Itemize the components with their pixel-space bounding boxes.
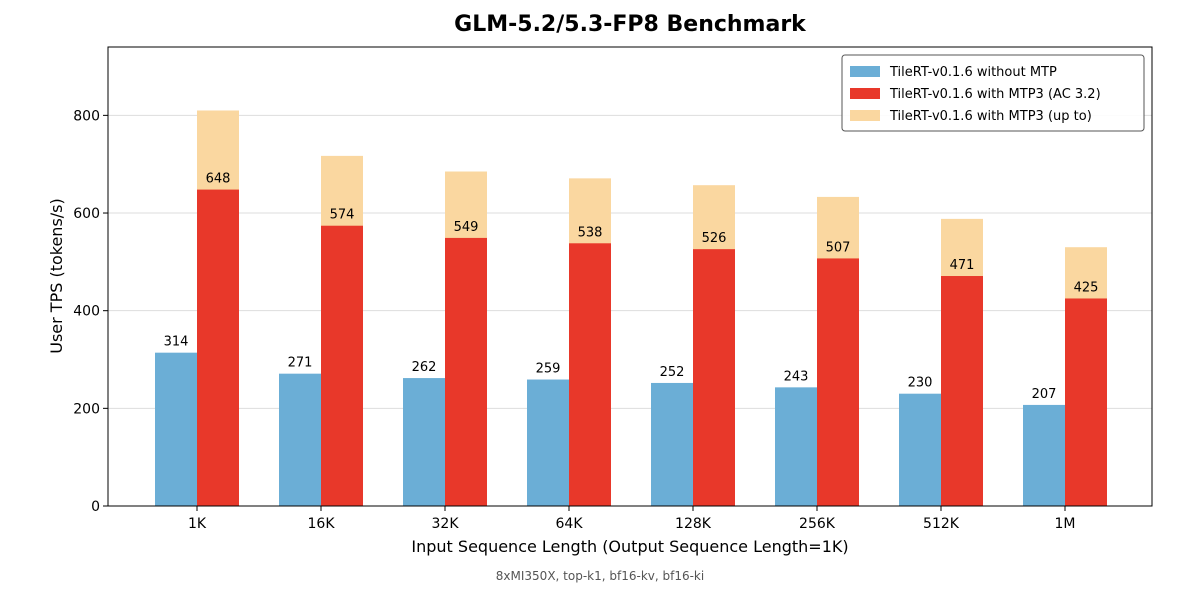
y-tick-label: 200	[73, 401, 100, 417]
legend-entry[interactable]: TileRT-v0.1.6 without MTP	[889, 65, 1057, 80]
bar-mtp3-ac-1K	[197, 189, 239, 506]
plot-frame	[107, 46, 1153, 507]
legend-box	[841, 54, 1145, 132]
bar-mtp3-ac-1M	[1065, 298, 1107, 506]
x-tick-label: 128K	[675, 516, 712, 532]
legend[interactable]: TileRT-v0.1.6 without MTP TileRT-v0.1.6 w…	[841, 54, 1145, 132]
x-tick-label: 256K	[799, 516, 836, 532]
bar-without-mtp-512K	[899, 393, 941, 506]
data-label-without-mtp: 262	[412, 360, 437, 375]
bar-mtp3-ac-32K	[445, 237, 487, 506]
data-label-mtp3-ac: 526	[702, 231, 727, 246]
bar-mtp3-ac-64K	[569, 243, 611, 506]
legend-swatch	[850, 88, 880, 99]
bar-without-mtp-16K	[279, 373, 321, 506]
data-label-mtp3-ac: 574	[330, 208, 355, 223]
y-axis-label: User TPS (tokens/s)	[47, 198, 66, 354]
data-label-mtp3-ac: 425	[1074, 280, 1099, 295]
bar-without-mtp-1M	[1023, 404, 1065, 506]
y-tick-label: 800	[73, 108, 100, 124]
bar-without-mtp-128K	[651, 382, 693, 506]
x-tick-label: 32K	[432, 516, 460, 532]
x-tick-label: 16K	[308, 516, 336, 532]
data-labels: 314 648 271 574 262 549 259 538 252 526 243 507 230 4…	[164, 172, 1099, 402]
bar-without-mtp-32K	[403, 378, 445, 506]
data-label-without-mtp: 207	[1032, 387, 1057, 402]
bar-mtp3-ac-256K	[817, 258, 859, 506]
data-label-mtp3-ac: 471	[950, 258, 975, 273]
legend-swatch	[850, 110, 880, 121]
x-axis-label: Input Sequence Length (Output Sequence L…	[411, 537, 848, 556]
bar-mtp3-ac-128K	[693, 249, 735, 506]
legend-entry[interactable]: TileRT-v0.1.6 with MTP3 (up to)	[889, 109, 1092, 124]
data-label-mtp3-ac: 538	[578, 225, 603, 240]
data-label-without-mtp: 230	[908, 376, 933, 391]
data-label-mtp3-ac: 549	[454, 220, 479, 235]
data-label-without-mtp: 252	[660, 365, 685, 380]
data-label-without-mtp: 243	[784, 369, 809, 384]
chart-caption: 8xMI350X, top-k1, bf16-kv, bf16-ki	[495, 569, 705, 583]
bar-without-mtp-64K	[527, 379, 569, 506]
data-label-without-mtp: 271	[288, 356, 313, 371]
grid-lines	[108, 114, 1152, 409]
data-label-without-mtp: 314	[164, 335, 189, 350]
y-tick-label: 400	[73, 304, 100, 320]
y-tick-label: 600	[73, 206, 100, 222]
y-tick-label: 0	[91, 499, 100, 515]
x-tick-label: 64K	[556, 516, 584, 532]
bars	[155, 110, 1107, 507]
bar-without-mtp-1K	[155, 352, 197, 506]
x-tick-label: 1K	[188, 516, 207, 532]
chart-title: GLM-5.2/5.3-FP8 Benchmark	[454, 12, 807, 37]
legend-swatch	[850, 66, 880, 77]
bar-mtp3-ac-16K	[321, 225, 363, 506]
legend-entry[interactable]: TileRT-v0.1.6 with MTP3 (AC 3.2)	[889, 87, 1101, 102]
x-tick-label: 1M	[1055, 516, 1076, 532]
x-tick-label: 512K	[923, 516, 960, 532]
bar-mtp3-ac-512K	[941, 276, 983, 506]
axes: 0 200 400 600 800 1K 16K 32K 64K 128K 256K 512K 1M	[73, 108, 1075, 532]
data-label-without-mtp: 259	[536, 362, 561, 377]
bar-without-mtp-256K	[775, 387, 817, 506]
data-label-mtp3-ac: 648	[206, 172, 231, 187]
data-label-mtp3-ac: 507	[826, 240, 851, 255]
